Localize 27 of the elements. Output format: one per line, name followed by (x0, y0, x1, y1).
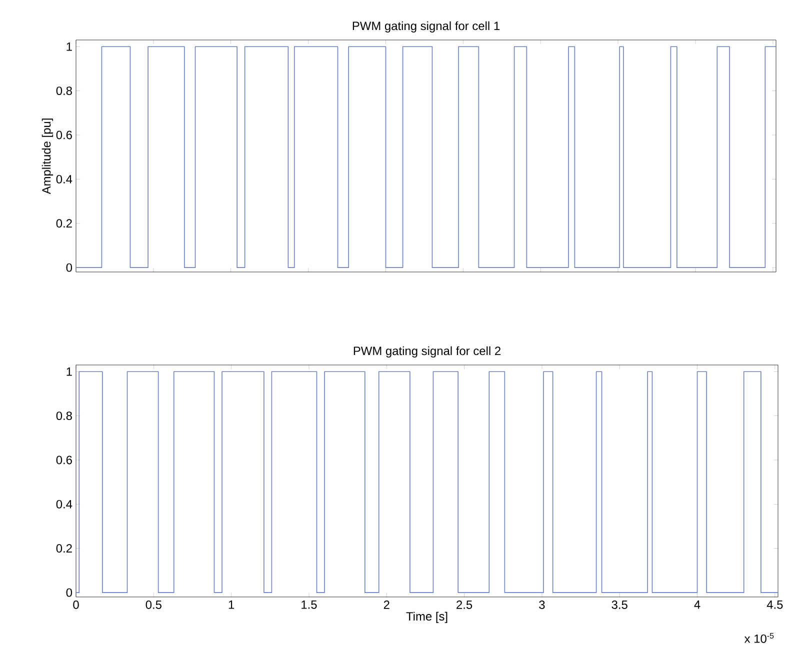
x-tick-label: 2.5 (456, 600, 472, 609)
y-tick-label: 0.6 (56, 130, 72, 140)
x-tick-label: 3.5 (612, 600, 628, 609)
chart-title: PWM gating signal for cell 1 (352, 21, 500, 32)
y-axis-title: Amplitude [pu] (42, 118, 54, 194)
y-tick-label: 0.4 (56, 500, 72, 508)
y-tick-label: 0 (66, 263, 72, 272)
x-tick-label: 1 (228, 600, 234, 609)
y-tick-label: 0.2 (56, 219, 72, 228)
x-tick-label: 4.5 (766, 600, 783, 609)
y-tick-label: 0.6 (56, 456, 72, 464)
y-tick-label: 0 (66, 588, 72, 597)
chart-title: PWM gating signal for cell 2 (354, 346, 500, 358)
x-tick-label: 2 (384, 600, 390, 609)
y-tick-label: 0.4 (56, 174, 72, 184)
x-tick-label: 1.5 (302, 600, 317, 609)
y-tick-label: 1 (66, 368, 72, 376)
y-tick-label: 1 (66, 42, 72, 51)
y-tick-label: 0.8 (56, 86, 72, 96)
text: x 10$^{-5}$ (744, 632, 774, 643)
x-tick-label: 0.5 (146, 600, 162, 609)
x-tick-label: 3 (539, 600, 545, 609)
y-tick-label: 0.8 (56, 412, 72, 420)
x-axis-title: Time [s] (406, 612, 448, 623)
y-tick-label: 0.2 (56, 544, 72, 553)
x-tick-label: 0 (73, 600, 79, 609)
x-tick-label: 4 (694, 600, 700, 609)
